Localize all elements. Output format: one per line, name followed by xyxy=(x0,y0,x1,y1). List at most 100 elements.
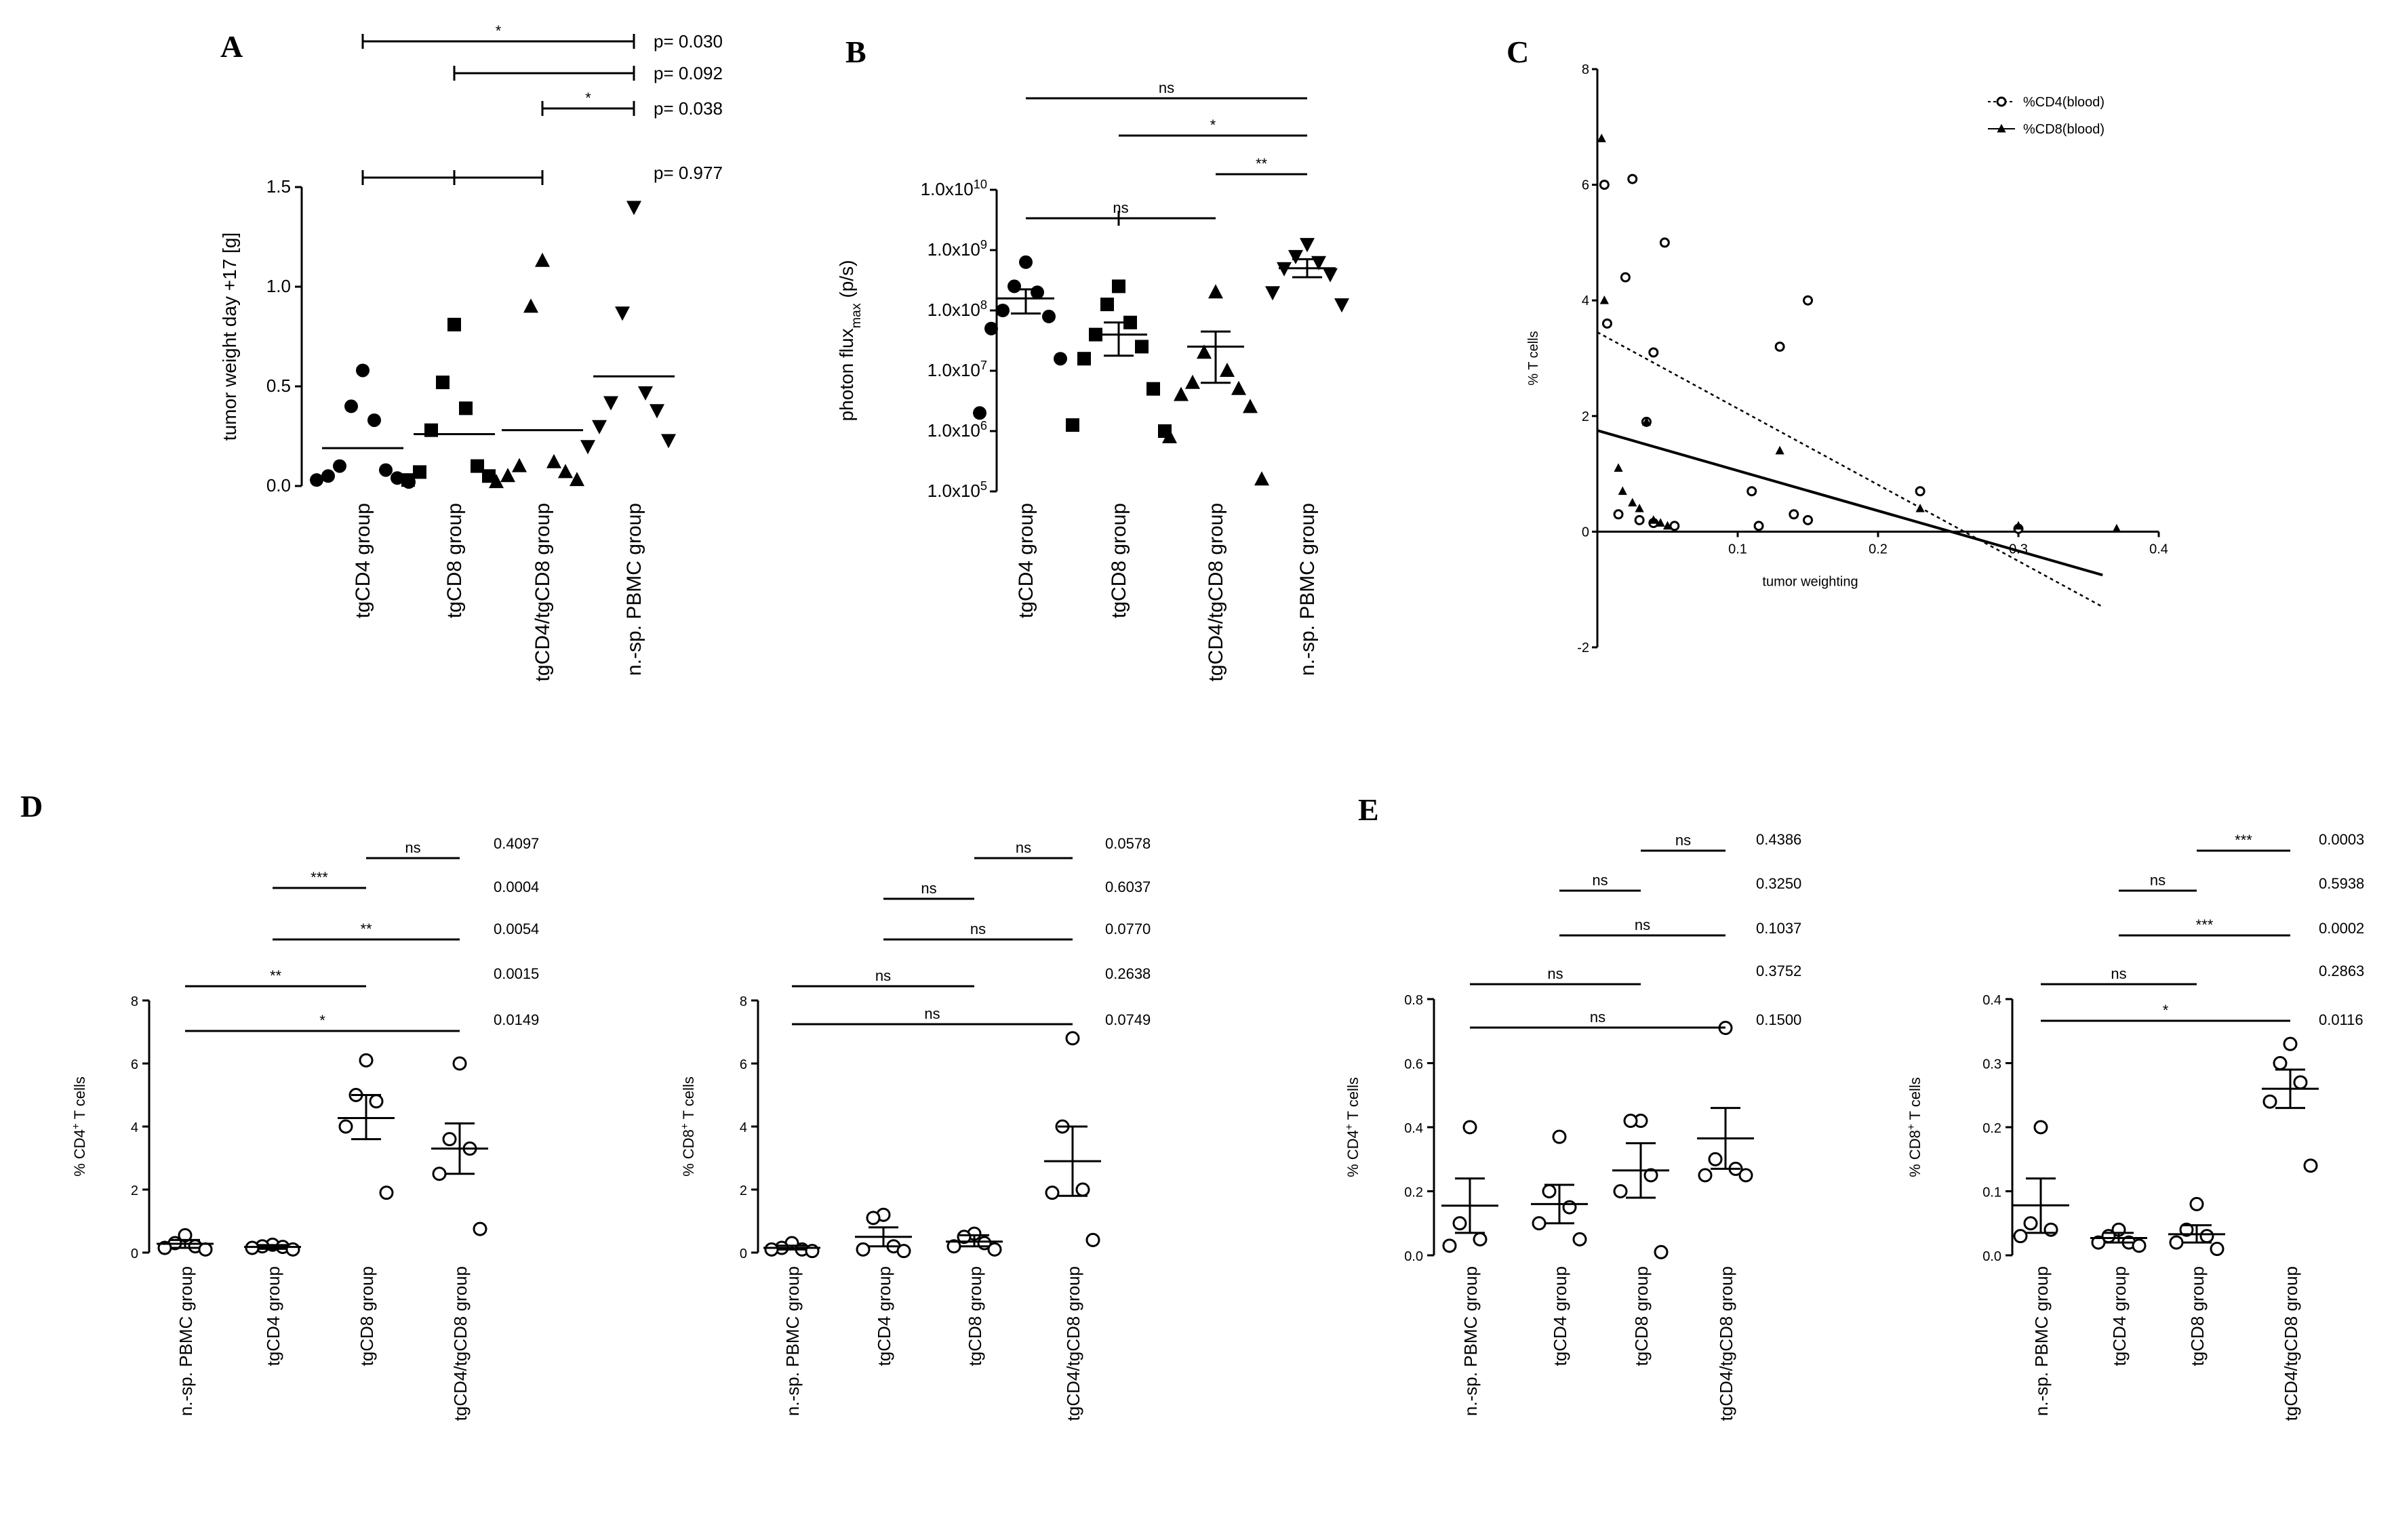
data-point xyxy=(1597,134,1606,142)
p-value: 0.0116 xyxy=(2319,1011,2363,1028)
category-label: tgCD8 group xyxy=(1108,503,1130,618)
data-point xyxy=(1243,399,1258,413)
panel-E2: 0.0 0.1 0.2 0.3 0.4 % CD8+ T cells n.-sp. PBMC… xyxy=(1906,831,2365,1421)
significance-label: ns xyxy=(1592,872,1608,889)
significance-label: * xyxy=(496,22,502,39)
y-tick-label: 6 xyxy=(740,1057,747,1072)
fit-line xyxy=(1597,331,2103,608)
data-point xyxy=(1669,521,1680,531)
y-tick-label: 4 xyxy=(131,1120,138,1135)
panel-E1: E 0.0 0.2 0.4 0.6 0.8 % CD4+ T cells n.-sp. PBM… xyxy=(1344,792,1802,1421)
data-point xyxy=(482,469,496,483)
y-tick-label: 2 xyxy=(1582,409,1589,424)
data-point xyxy=(1649,515,1658,524)
data-point xyxy=(1803,514,1813,525)
category-label: n.-sp. PBMC group xyxy=(1460,1266,1481,1416)
data-point xyxy=(1146,382,1160,396)
x-axis-label: tumor weighting xyxy=(1762,574,1858,589)
data-point xyxy=(432,1167,447,1181)
panel-label-C: C xyxy=(1507,35,1529,69)
data-point xyxy=(359,1053,374,1068)
y-tick-label: 1.0x105 xyxy=(927,479,987,501)
data-point xyxy=(661,434,676,449)
data-point xyxy=(1774,341,1785,352)
y-axis-label: tumor weight day +17 [g] xyxy=(219,232,240,441)
y-tick-label: 0.3 xyxy=(1982,1057,2001,1072)
y-axis-label: % CD4+ T cells xyxy=(1344,1077,1362,1177)
data-point xyxy=(1334,298,1349,313)
data-point xyxy=(1552,1129,1567,1144)
data-point xyxy=(1915,504,1925,512)
significance-label: ns xyxy=(405,839,420,856)
panel-label-A: A xyxy=(220,29,243,64)
data-point xyxy=(2293,1075,2308,1090)
data-point xyxy=(896,1244,911,1259)
category-label: tgCD4/tgCD8 group xyxy=(2281,1266,2301,1421)
data-point xyxy=(413,465,426,479)
data-point xyxy=(1442,1238,1457,1253)
significance-label: *** xyxy=(311,869,328,886)
data-point xyxy=(1542,1184,1557,1198)
significance-label: ns xyxy=(1635,916,1650,933)
data-point xyxy=(356,363,370,378)
x-tick-label: 0.2 xyxy=(1869,542,1888,556)
data-point xyxy=(1197,344,1212,359)
p-value: 0.5938 xyxy=(2319,875,2364,892)
y-tick-label: 0.4 xyxy=(1404,1121,1423,1136)
y-axis-label: % CD8+ T cells xyxy=(679,1076,698,1177)
y-tick-label: 1.0x108 xyxy=(927,298,987,320)
data-point xyxy=(1019,255,1033,269)
data-point xyxy=(1254,471,1269,486)
significance-label: ns xyxy=(1675,832,1691,849)
data-point xyxy=(1753,521,1764,531)
p-value: 0.2638 xyxy=(1105,965,1151,982)
category-label: tgCD8 group xyxy=(1631,1266,1652,1366)
data-point xyxy=(285,1242,300,1257)
data-point xyxy=(1654,1244,1669,1259)
data-point xyxy=(471,459,484,473)
data-point xyxy=(2023,1216,2038,1231)
data-point xyxy=(546,453,561,468)
y-tick-label: 4 xyxy=(740,1120,747,1135)
significance-label: * xyxy=(2163,1002,2169,1019)
significance-label: ns xyxy=(875,967,891,984)
data-point xyxy=(1231,380,1246,395)
category-label: n.-sp. PBMC group xyxy=(782,1266,803,1416)
data-point xyxy=(1065,1031,1080,1046)
data-point xyxy=(1008,279,1021,293)
data-point xyxy=(2013,1229,2028,1244)
data-point xyxy=(2169,1235,2184,1250)
p-value: 0.6037 xyxy=(1105,878,1151,895)
data-point xyxy=(996,304,1010,317)
category-label: tgCD4 group xyxy=(1550,1266,1570,1366)
p-value: 0.1500 xyxy=(1756,1011,1801,1028)
y-tick-label: -2 xyxy=(1577,641,1589,655)
data-point xyxy=(638,386,653,401)
data-point xyxy=(1747,486,1757,497)
data-point xyxy=(1054,352,1067,366)
category-label: tgCD4/tgCD8 group xyxy=(532,503,554,681)
data-point xyxy=(379,1186,394,1200)
data-point xyxy=(1599,180,1610,190)
significance-label: ns xyxy=(1547,965,1563,982)
data-point xyxy=(2273,1056,2288,1070)
y-axis-label: photon fluxmax (p/s) xyxy=(836,260,864,422)
data-point xyxy=(198,1242,213,1257)
data-point xyxy=(2132,1238,2147,1253)
data-point xyxy=(489,474,504,489)
category-label: n.-sp. PBMC group xyxy=(623,503,645,676)
data-point xyxy=(866,1211,881,1225)
data-point xyxy=(459,401,473,416)
data-point xyxy=(2179,1222,2194,1237)
p-value: 0.0015 xyxy=(494,965,539,982)
data-point xyxy=(580,440,595,455)
y-tick-label: 0.4 xyxy=(1982,993,2001,1008)
p-value: p= 0.092 xyxy=(654,63,723,83)
data-point xyxy=(500,468,515,483)
y-tick-label: 0 xyxy=(740,1247,747,1261)
data-point xyxy=(452,1056,467,1071)
significance-label: ns xyxy=(970,920,986,937)
data-point xyxy=(1634,514,1645,525)
significance-label: ns xyxy=(1113,199,1128,216)
